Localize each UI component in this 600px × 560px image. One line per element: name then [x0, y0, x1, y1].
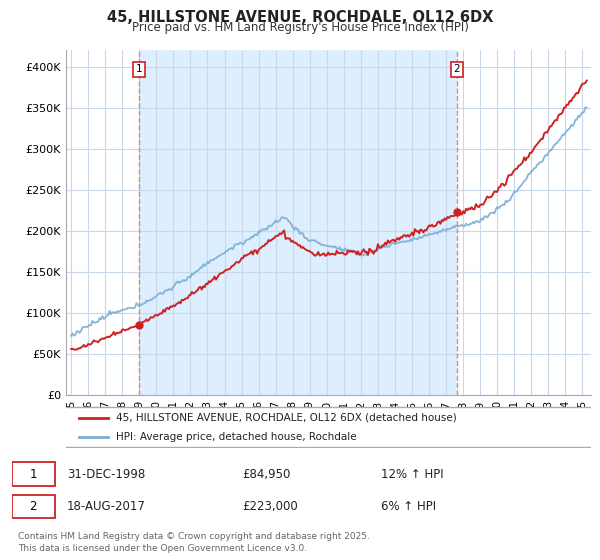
Text: 2: 2 [29, 500, 37, 513]
Text: 2: 2 [454, 64, 460, 74]
Bar [139, 50, 457, 395]
FancyBboxPatch shape [64, 407, 593, 447]
Text: Price paid vs. HM Land Registry's House Price Index (HPI): Price paid vs. HM Land Registry's House … [131, 21, 469, 34]
Text: £84,950: £84,950 [242, 468, 291, 481]
FancyBboxPatch shape [12, 463, 55, 486]
Text: 18-AUG-2017: 18-AUG-2017 [67, 500, 146, 513]
Text: HPI: Average price, detached house, Rochdale: HPI: Average price, detached house, Roch… [116, 432, 356, 442]
FancyBboxPatch shape [12, 494, 55, 519]
Text: £223,000: £223,000 [242, 500, 298, 513]
Text: 1: 1 [29, 468, 37, 481]
Text: Contains HM Land Registry data © Crown copyright and database right 2025.
This d: Contains HM Land Registry data © Crown c… [18, 533, 370, 553]
Text: 31-DEC-1998: 31-DEC-1998 [67, 468, 145, 481]
Text: 6% ↑ HPI: 6% ↑ HPI [380, 500, 436, 513]
Text: 12% ↑ HPI: 12% ↑ HPI [380, 468, 443, 481]
Text: 1: 1 [136, 64, 143, 74]
Text: 45, HILLSTONE AVENUE, ROCHDALE, OL12 6DX: 45, HILLSTONE AVENUE, ROCHDALE, OL12 6DX [107, 10, 493, 25]
Text: 45, HILLSTONE AVENUE, ROCHDALE, OL12 6DX (detached house): 45, HILLSTONE AVENUE, ROCHDALE, OL12 6DX… [116, 413, 457, 423]
